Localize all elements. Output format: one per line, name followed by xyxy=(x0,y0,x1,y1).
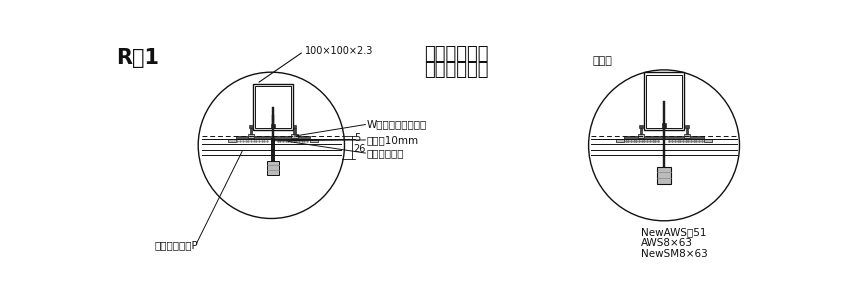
Bar xyxy=(617,139,624,142)
Bar xyxy=(272,115,274,124)
Text: シーリング材: シーリング材 xyxy=(367,148,404,158)
Bar xyxy=(624,136,704,139)
Bar xyxy=(686,128,688,134)
Bar xyxy=(293,128,296,134)
Text: 横張り縦目地: 横張り縦目地 xyxy=(424,45,488,63)
Bar xyxy=(644,72,684,130)
Text: NewSM8×63: NewSM8×63 xyxy=(641,248,708,259)
Bar xyxy=(272,138,274,165)
Text: AWS8×63: AWS8×63 xyxy=(641,238,693,248)
Bar xyxy=(685,125,689,128)
Bar xyxy=(640,128,642,134)
Text: Wハットジョイナー: Wハットジョイナー xyxy=(367,119,427,130)
Bar xyxy=(663,101,666,167)
Text: 拡大図: 拡大図 xyxy=(593,56,612,66)
Text: 角形鶴管留め: 角形鶴管留め xyxy=(424,61,488,79)
Bar xyxy=(647,74,682,128)
Text: 5: 5 xyxy=(353,133,360,142)
Bar xyxy=(267,161,279,175)
Bar xyxy=(292,125,297,128)
Bar xyxy=(253,84,293,130)
Text: 100×100×2.3: 100×100×2.3 xyxy=(305,46,373,56)
Bar xyxy=(228,139,236,142)
Bar xyxy=(272,138,274,165)
Bar xyxy=(271,124,275,128)
Bar xyxy=(310,139,317,142)
Text: NewAWS－51: NewAWS－51 xyxy=(641,227,706,237)
Bar xyxy=(704,139,712,142)
Bar xyxy=(272,107,274,161)
Bar xyxy=(657,167,671,184)
Bar xyxy=(639,125,643,128)
Bar xyxy=(638,134,644,138)
Text: ラムダワイドP: ラムダワイドP xyxy=(154,240,198,250)
Bar xyxy=(250,128,253,134)
Bar xyxy=(249,125,253,128)
Text: 目地幁10mm: 目地幁10mm xyxy=(367,135,419,145)
Bar xyxy=(292,134,298,138)
Bar xyxy=(684,134,691,138)
Text: R－1: R－1 xyxy=(116,47,159,68)
Text: 26: 26 xyxy=(353,144,366,154)
Bar xyxy=(255,86,291,128)
Bar xyxy=(249,134,255,138)
Bar xyxy=(661,123,666,128)
Bar xyxy=(236,136,310,139)
